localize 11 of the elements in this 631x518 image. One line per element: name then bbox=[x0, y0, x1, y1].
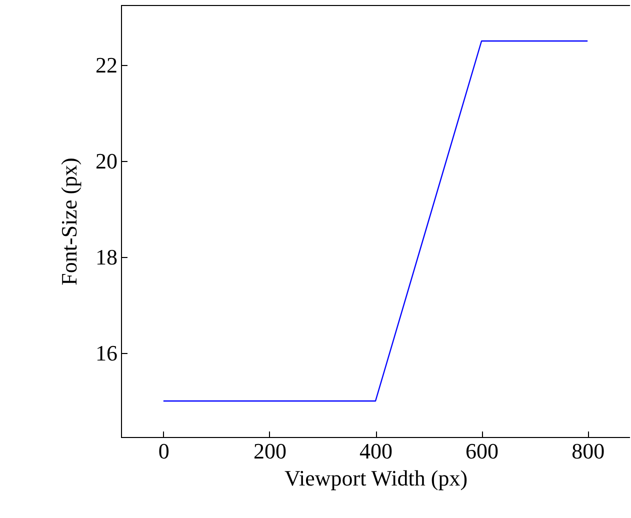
x-tick-label: 600 bbox=[466, 438, 499, 464]
y-tick-label: 20 bbox=[96, 148, 118, 174]
x-axis-title: Viewport Width (px) bbox=[284, 466, 468, 490]
y-axis-title: Font-Size (px) bbox=[56, 158, 82, 286]
x-tick-label: 400 bbox=[360, 438, 392, 464]
y-tick-label: 18 bbox=[96, 244, 118, 270]
y-tick-label: 16 bbox=[96, 340, 118, 366]
x-tick-label: 200 bbox=[253, 438, 286, 464]
x-tick-label: 800 bbox=[572, 438, 605, 464]
y-tick-label: 22 bbox=[96, 52, 118, 78]
x-tick-label: 0 bbox=[158, 438, 170, 464]
